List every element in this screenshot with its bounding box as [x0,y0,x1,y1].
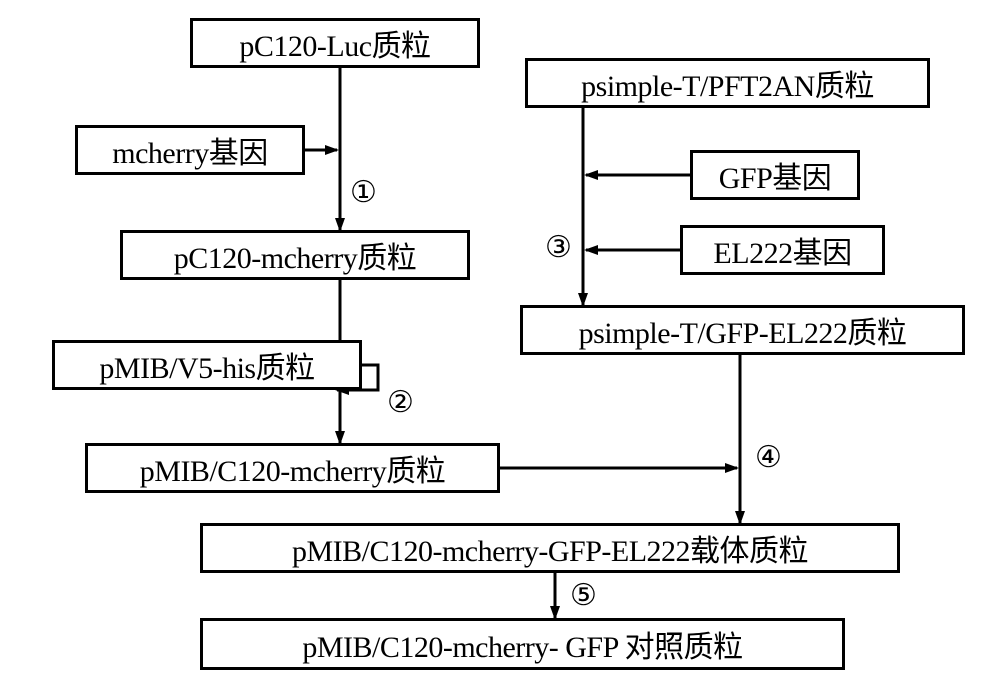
step-label-1: ① [350,175,377,210]
node-n7: GFP基因 [690,150,860,200]
node-label: pC120-Luc质粒 [239,21,430,65]
step-label-5: ⑤ [570,578,597,613]
node-label: psimple-T/GFP-EL222质粒 [579,308,907,352]
node-label: pC120-mcherry质粒 [174,233,416,277]
node-n9: psimple-T/GFP-EL222质粒 [520,305,965,355]
node-n11: pMIB/C120-mcherry- GFP 对照质粒 [200,618,845,670]
node-label: GFP基因 [719,153,832,197]
step-text: ⑤ [570,579,597,612]
node-label: pMIB/V5-his质粒 [99,343,314,387]
node-n6: psimple-T/PFT2AN质粒 [525,58,930,108]
flowchart-canvas: pC120-Luc质粒 mcherry基因 pC120-mcherry质粒 pMIB/… [0,0,1000,686]
step-text: ② [387,386,414,419]
node-label: pMIB/C120-mcherry-GFP-EL222载体质粒 [292,526,808,570]
node-n5: pMIB/C120-mcherry质粒 [85,443,500,493]
node-n8: EL222基因 [680,225,885,275]
step-label-4: ④ [755,440,782,475]
node-label: psimple-T/PFT2AN质粒 [581,61,874,105]
node-n4: pMIB/V5-his质粒 [52,340,362,390]
step-text: ④ [755,441,782,474]
node-n2: mcherry基因 [75,125,305,175]
step-text: ① [350,176,377,209]
step-label-2: ② [387,385,414,420]
node-n3: pC120-mcherry质粒 [120,230,470,280]
node-label: mcherry基因 [112,128,267,172]
node-label: pMIB/C120-mcherry- GFP 对照质粒 [302,622,742,666]
node-n10: pMIB/C120-mcherry-GFP-EL222载体质粒 [200,523,900,573]
node-n1: pC120-Luc质粒 [190,18,480,68]
node-label: EL222基因 [713,228,851,272]
node-label: pMIB/C120-mcherry质粒 [140,446,445,490]
step-text: ③ [545,231,572,264]
step-label-3: ③ [545,230,572,265]
